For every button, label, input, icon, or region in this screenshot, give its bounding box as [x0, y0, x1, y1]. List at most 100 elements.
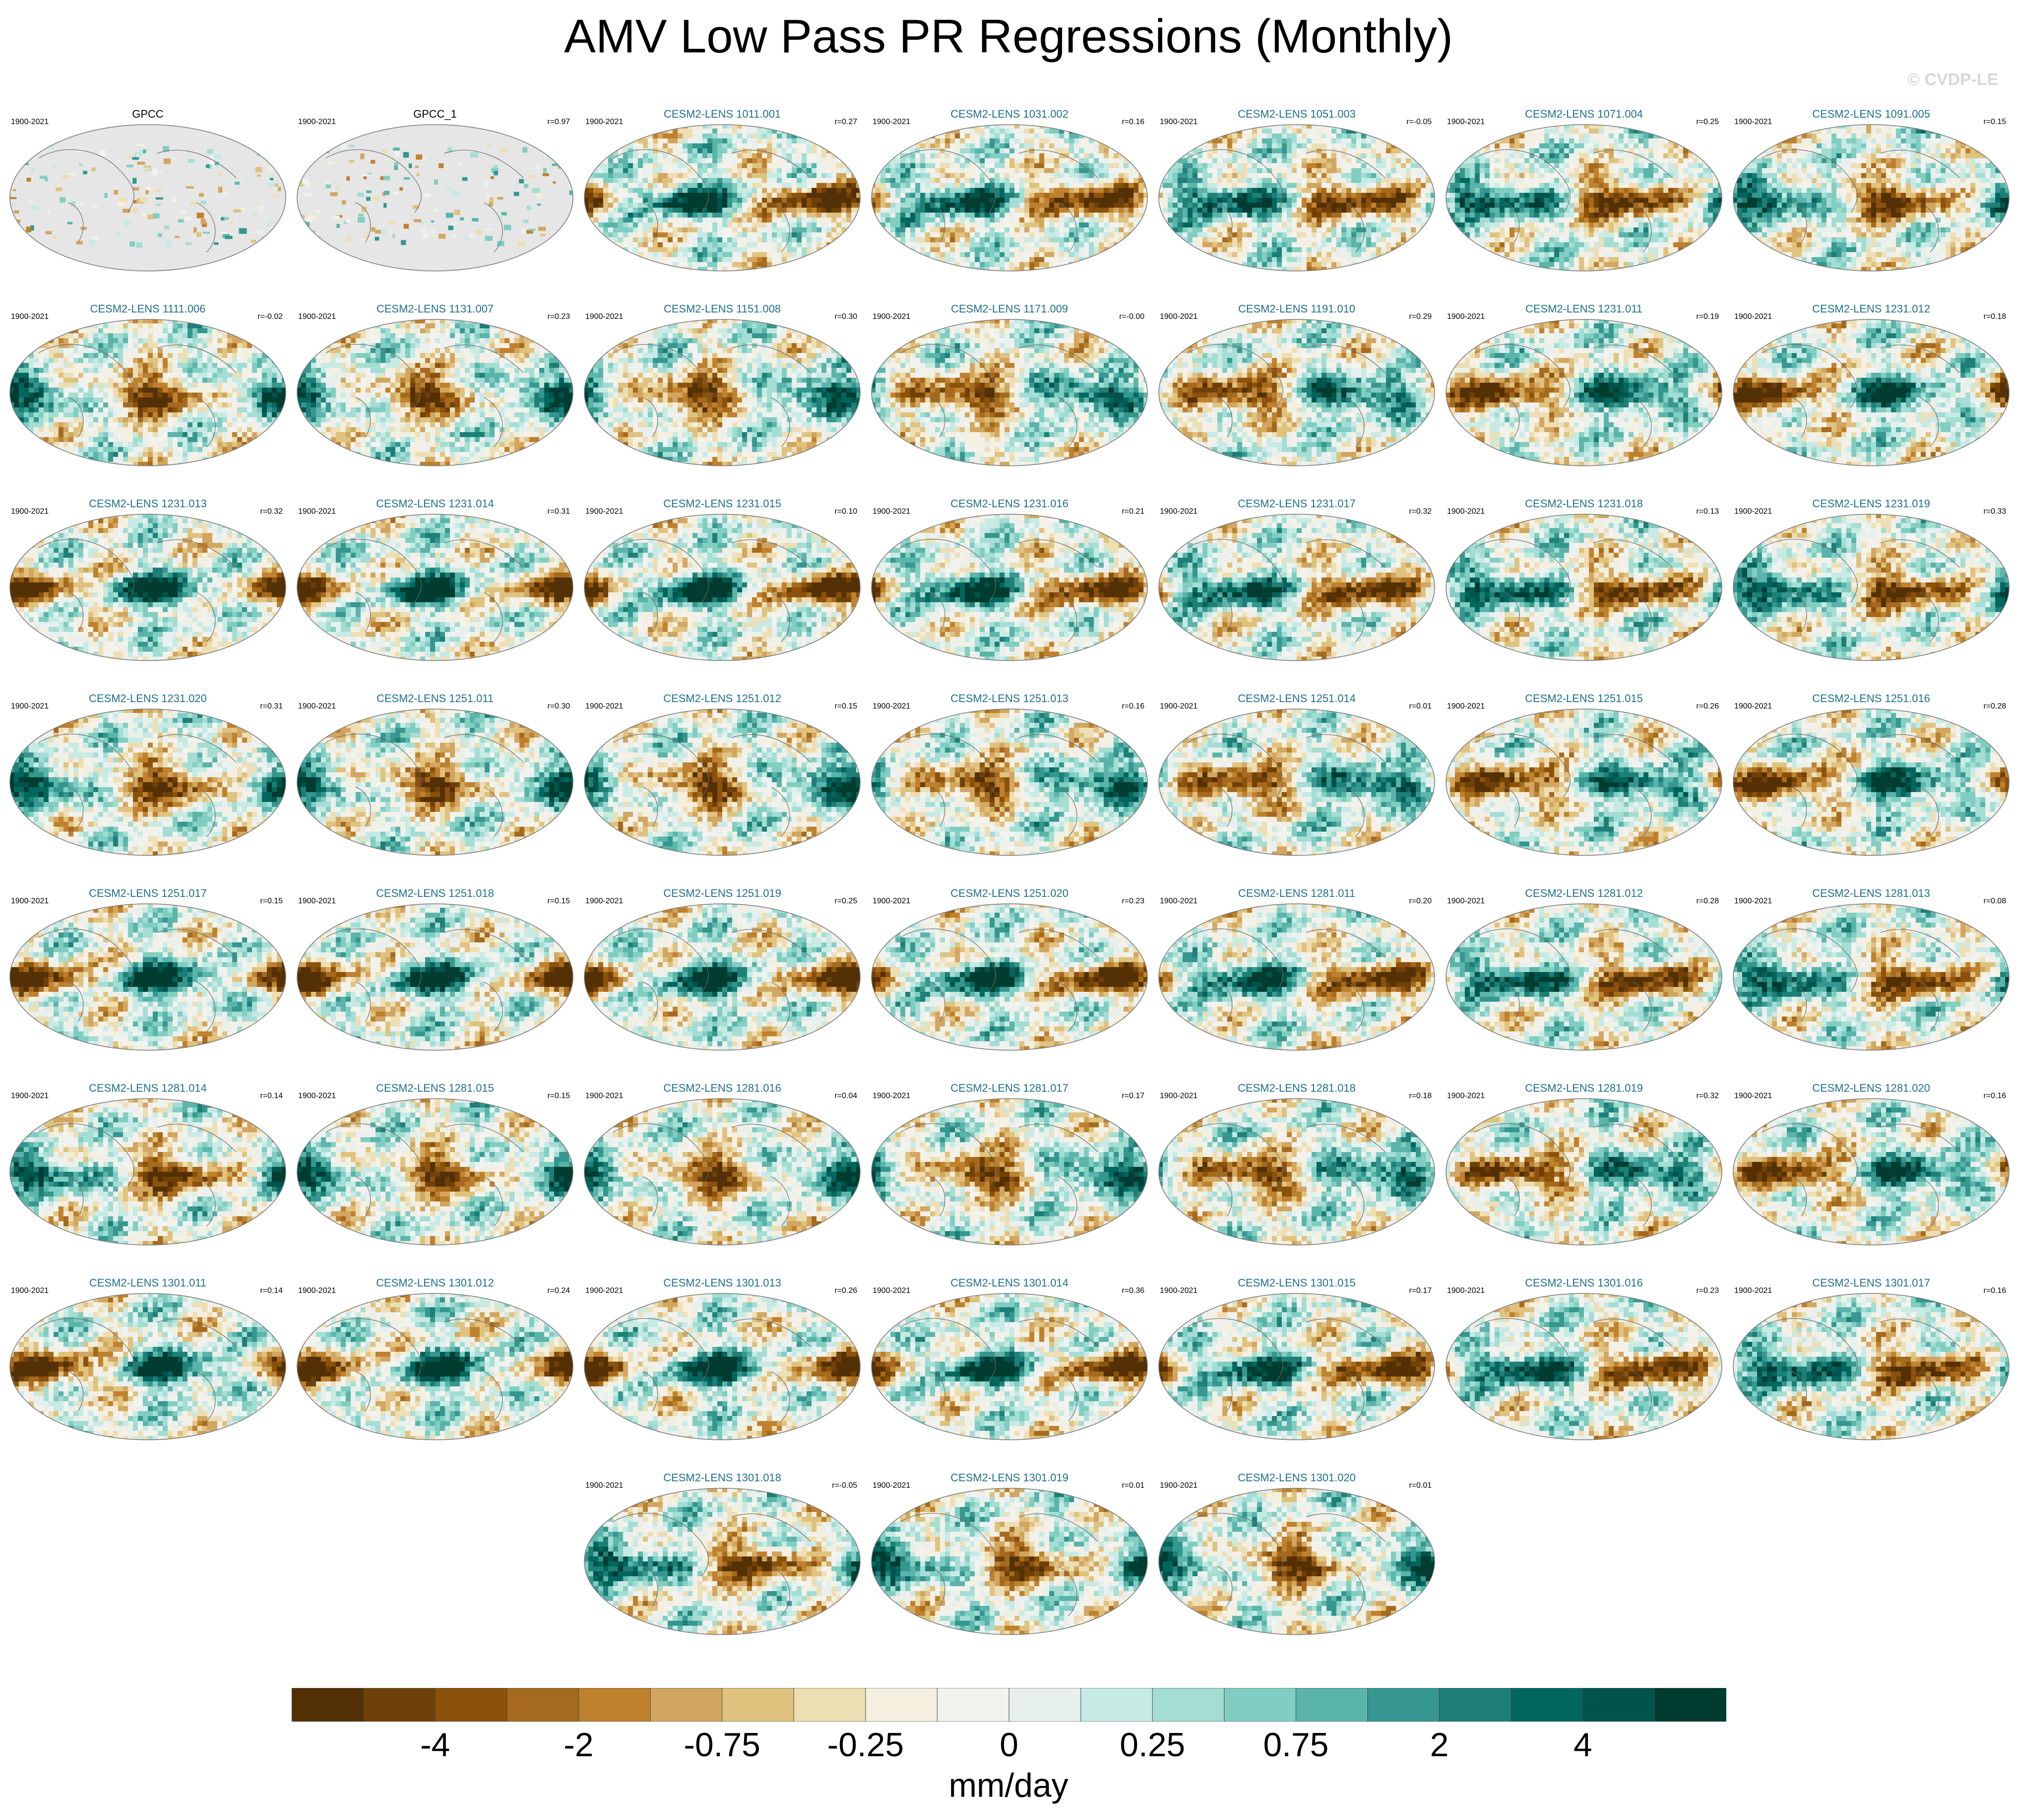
panel-title: CESM2-LENS 1281.012 [1443, 887, 1725, 900]
panel-title: CESM2-LENS 1301.018 [581, 1471, 863, 1484]
world-map [9, 513, 287, 662]
panel-title: CESM2-LENS 1051.003 [1156, 108, 1438, 121]
world-map [1445, 513, 1723, 662]
panel-title: CESM2-LENS 1231.019 [1730, 497, 2012, 510]
map-panel: CESM2-LENS 1231.014 1900-2021 r=0.31 [294, 502, 576, 690]
panel-title: CESM2-LENS 1281.018 [1156, 1082, 1438, 1095]
colorbar-swatch [1224, 1688, 1296, 1722]
world-map [871, 318, 1148, 467]
map-panel: CESM2-LENS 1231.013 1900-2021 r=0.32 [7, 502, 289, 690]
panel-title: CESM2-LENS 1301.019 [869, 1471, 1150, 1484]
map-panel: CESM2-LENS 1301.016 1900-2021 r=0.23 [1443, 1282, 1725, 1469]
map-panel: CESM2-LENS 1251.013 1900-2021 r=0.16 [869, 697, 1150, 885]
colorbar-swatch [794, 1688, 866, 1722]
world-map [1445, 1292, 1723, 1441]
world-map [9, 318, 287, 467]
world-map [871, 1292, 1148, 1441]
panel-title: CESM2-LENS 1301.015 [1156, 1277, 1438, 1289]
map-panel: CESM2-LENS 1231.019 1900-2021 r=0.33 [1730, 502, 2012, 690]
colorbar-swatch [1583, 1688, 1655, 1722]
world-map [583, 318, 861, 467]
world-map [296, 708, 574, 856]
world-map [583, 1098, 861, 1246]
map-panel: GPCC 1900-2021 [7, 113, 289, 301]
panel-title: CESM2-LENS 1231.014 [294, 497, 576, 510]
world-map [583, 1487, 861, 1636]
map-panel: GPCC_1 1900-2021 r=0.97 [294, 113, 576, 301]
panel-title: CESM2-LENS 1251.013 [869, 692, 1150, 705]
map-panel: CESM2-LENS 1281.018 1900-2021 r=0.18 [1156, 1087, 1438, 1275]
panel-title: CESM2-LENS 1231.012 [1730, 303, 2012, 315]
world-map [871, 1098, 1148, 1246]
world-map [1732, 1292, 2010, 1441]
colorbar-swatch [1368, 1688, 1440, 1722]
colorbar-tick-label: 0.25 [1120, 1726, 1185, 1764]
map-panel: CESM2-LENS 1031.002 1900-2021 r=0.16 [869, 113, 1150, 301]
map-panel: CESM2-LENS 1231.018 1900-2021 r=0.13 [1443, 502, 1725, 690]
world-map [583, 903, 861, 1051]
world-map [1158, 1098, 1436, 1246]
map-panel: CESM2-LENS 1281.020 1900-2021 r=0.16 [1730, 1087, 2012, 1275]
panel-title: CESM2-LENS 1251.015 [1443, 692, 1725, 705]
world-map [9, 124, 287, 272]
panel-title: CESM2-LENS 1231.011 [1443, 303, 1725, 315]
map-panel: CESM2-LENS 1171.009 1900-2021 r=-0.00 [869, 308, 1150, 495]
colorbar-tick-label: -0.75 [684, 1726, 760, 1764]
colorbar-tick-label: 4 [1574, 1726, 1592, 1764]
panel-title: CESM2-LENS 1251.019 [581, 887, 863, 900]
colorbar-swatch [1296, 1688, 1368, 1722]
panel-title: CESM2-LENS 1251.016 [1730, 692, 2012, 705]
panel-title: CESM2-LENS 1231.016 [869, 497, 1150, 510]
world-map [871, 513, 1148, 662]
world-map [1158, 513, 1436, 662]
map-panel: CESM2-LENS 1251.020 1900-2021 r=0.23 [869, 892, 1150, 1080]
panel-title: CESM2-LENS 1231.017 [1156, 497, 1438, 510]
colorbar-swatch [722, 1688, 794, 1722]
map-panel: CESM2-LENS 1251.012 1900-2021 r=0.15 [581, 697, 863, 885]
world-map [1158, 1487, 1436, 1636]
world-map [296, 513, 574, 662]
panel-title: CESM2-LENS 1011.001 [581, 108, 863, 121]
map-panel: CESM2-LENS 1191.010 1900-2021 r=0.29 [1156, 308, 1438, 495]
map-panel: CESM2-LENS 1301.015 1900-2021 r=0.17 [1156, 1282, 1438, 1469]
colorbar-swatch [1511, 1688, 1583, 1722]
world-map [1732, 513, 2010, 662]
world-map [1158, 903, 1436, 1051]
map-panel: CESM2-LENS 1281.013 1900-2021 r=0.08 [1730, 892, 2012, 1080]
world-map [583, 513, 861, 662]
panel-title: CESM2-LENS 1231.013 [7, 497, 289, 510]
map-panel: CESM2-LENS 1281.019 1900-2021 r=0.32 [1443, 1087, 1725, 1275]
map-panel: CESM2-LENS 1091.005 1900-2021 r=0.15 [1730, 113, 2012, 301]
map-panel: CESM2-LENS 1251.011 1900-2021 r=0.30 [294, 697, 576, 885]
map-panel: CESM2-LENS 1011.001 1900-2021 r=0.27 [581, 113, 863, 301]
map-panel: CESM2-LENS 1071.004 1900-2021 r=0.25 [1443, 113, 1725, 301]
map-panel: CESM2-LENS 1301.012 1900-2021 r=0.24 [294, 1282, 576, 1469]
map-panel: CESM2-LENS 1151.008 1900-2021 r=0.30 [581, 308, 863, 495]
colorbar-swatch [866, 1688, 938, 1722]
world-map [296, 124, 574, 272]
colorbar-tick-label: 0.75 [1263, 1726, 1328, 1764]
world-map [1445, 1098, 1723, 1246]
panel-title: CESM2-LENS 1281.016 [581, 1082, 863, 1095]
world-map [1445, 318, 1723, 467]
colorbar [292, 1688, 1726, 1722]
colorbar-tick-label: -2 [564, 1726, 593, 1764]
panel-title: CESM2-LENS 1191.010 [1156, 303, 1438, 315]
world-map [9, 1098, 287, 1246]
map-panel: CESM2-LENS 1111.006 1900-2021 r=-0.02 [7, 308, 289, 495]
world-map [871, 1487, 1148, 1636]
panel-title: CESM2-LENS 1131.007 [294, 303, 576, 315]
colorbar-swatches [292, 1688, 1726, 1722]
panel-title: CESM2-LENS 1231.015 [581, 497, 863, 510]
map-panel: CESM2-LENS 1251.019 1900-2021 r=0.25 [581, 892, 863, 1080]
panel-title: CESM2-LENS 1301.013 [581, 1277, 863, 1289]
colorbar-swatch [1440, 1688, 1512, 1722]
panel-title: CESM2-LENS 1031.002 [869, 108, 1150, 121]
world-map [296, 1292, 574, 1441]
panel-title: GPCC [7, 108, 289, 121]
panel-title: CESM2-LENS 1251.020 [869, 887, 1150, 900]
world-map [1732, 124, 2010, 272]
map-panel: CESM2-LENS 1281.016 1900-2021 r=0.04 [581, 1087, 863, 1275]
panel-title: GPCC_1 [294, 108, 576, 121]
colorbar-units: mm/day [0, 1766, 2017, 1805]
